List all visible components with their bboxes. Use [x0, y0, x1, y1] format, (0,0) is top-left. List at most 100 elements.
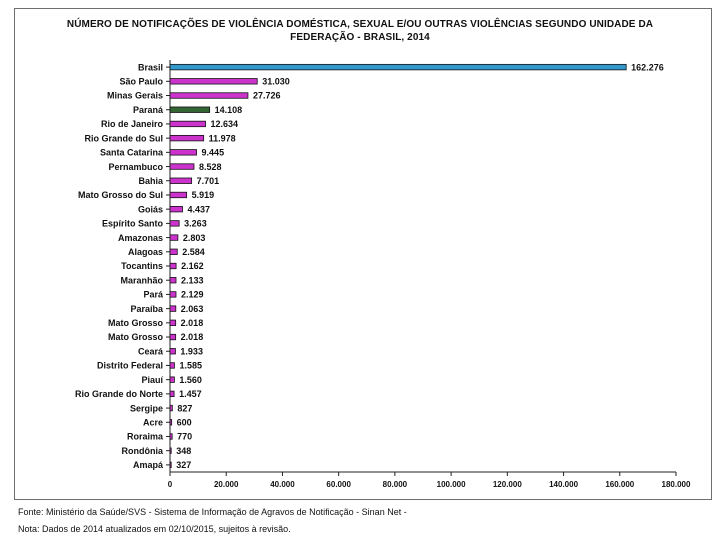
x-tick-label: 180.000 — [662, 480, 691, 489]
value-label: 2.063 — [181, 304, 204, 314]
bar — [169, 248, 178, 255]
value-label: 9.445 — [202, 148, 225, 158]
category-label: Maranhão — [120, 275, 163, 285]
category-label: Alagoas — [128, 247, 163, 257]
value-label: 5.919 — [192, 190, 215, 200]
bar — [169, 120, 206, 128]
category-label: Mato Grosso — [108, 332, 164, 342]
bar — [169, 376, 175, 383]
x-tick-label: 160.000 — [605, 480, 634, 489]
bar — [169, 92, 249, 99]
value-label: 600 — [177, 417, 192, 427]
value-label: 31.030 — [262, 77, 290, 87]
category-label: Espírito Santo — [102, 219, 164, 229]
bar — [169, 63, 627, 71]
bar — [169, 433, 173, 440]
x-tick-label: 40.000 — [270, 480, 295, 489]
category-label: Santa Catarina — [100, 148, 164, 158]
bar — [169, 220, 180, 227]
value-label: 1.560 — [179, 375, 202, 385]
value-label: 327 — [176, 460, 191, 470]
bar — [169, 461, 172, 469]
bar — [169, 390, 175, 398]
value-label: 2.584 — [182, 247, 205, 257]
value-label: 1.457 — [179, 389, 202, 399]
bar — [169, 447, 172, 454]
chart-title-line-2: FEDERAÇÃO - BRASIL, 2014 — [290, 32, 430, 43]
category-label: Piauí — [141, 375, 163, 385]
category-label: Mato Grosso — [108, 318, 164, 328]
bar — [169, 163, 195, 170]
bar — [169, 305, 177, 312]
category-label: Rio de Janeiro — [101, 119, 164, 129]
category-label: Pará — [143, 290, 164, 300]
bar — [169, 149, 197, 156]
x-tick-label: 20.000 — [214, 480, 239, 489]
value-label: 1.585 — [179, 361, 202, 371]
category-label: Paraná — [133, 105, 164, 115]
data-note: Nota: Dados de 2014 atualizados em 02/10… — [18, 524, 291, 534]
category-label: Amazonas — [118, 233, 163, 243]
value-label: 2.018 — [181, 332, 204, 342]
value-label: 4.437 — [187, 204, 210, 214]
x-tick-label: 0 — [168, 480, 173, 489]
value-label: 2.162 — [181, 261, 204, 271]
category-label: Mato Grosso do Sul — [78, 190, 163, 200]
category-label: Distrito Federal — [97, 361, 163, 371]
category-label: Rondônia — [122, 446, 164, 456]
value-label: 2.018 — [181, 318, 204, 328]
value-label: 27.726 — [253, 91, 281, 101]
category-label: Amapá — [133, 460, 164, 470]
bar — [169, 348, 176, 355]
bar — [169, 106, 211, 113]
category-label: Rio Grande do Sul — [84, 133, 163, 143]
category-label: Sergipe — [130, 403, 163, 413]
bar — [169, 191, 188, 199]
bar — [169, 277, 177, 284]
source-note: Fonte: Ministério da Saúde/SVS - Sistema… — [18, 507, 407, 517]
category-label: São Paulo — [119, 77, 163, 87]
value-label: 770 — [177, 432, 192, 442]
category-label: Roraima — [127, 432, 164, 442]
x-tick-label: 120.000 — [493, 480, 522, 489]
category-label: Brasil — [138, 62, 163, 72]
category-label: Rio Grande do Norte — [75, 389, 163, 399]
bar — [169, 291, 177, 298]
category-label: Tocantins — [121, 261, 163, 271]
category-label: Bahia — [138, 176, 164, 186]
value-label: 3.263 — [184, 219, 207, 229]
bar — [169, 234, 179, 241]
category-label: Pernambuco — [108, 162, 163, 172]
x-tick-label: 100.000 — [437, 480, 466, 489]
chart-title-line-1: NÚMERO DE NOTIFICAÇÕES DE VIOLÊNCIA DOMÉ… — [66, 19, 654, 30]
bar — [169, 206, 183, 213]
category-label: Goiás — [138, 204, 163, 214]
bar — [169, 362, 175, 369]
bar — [169, 319, 177, 326]
category-label: Paraíba — [130, 304, 164, 314]
bar — [169, 78, 258, 85]
value-label: 12.634 — [211, 119, 239, 129]
value-label: 2.133 — [181, 275, 204, 285]
value-label: 2.803 — [183, 233, 206, 243]
value-label: 1.933 — [180, 346, 203, 356]
bar — [169, 419, 173, 426]
category-label: Minas Gerais — [107, 91, 163, 101]
category-label: Ceará — [138, 346, 164, 356]
x-tick-label: 140.000 — [549, 480, 578, 489]
bar — [169, 134, 205, 142]
x-tick-label: 60.000 — [326, 480, 351, 489]
bar — [169, 404, 173, 412]
bar — [169, 177, 193, 184]
value-label: 2.129 — [181, 290, 204, 300]
category-label: Acre — [143, 417, 163, 427]
value-label: 7.701 — [197, 176, 220, 186]
value-label: 827 — [177, 403, 192, 413]
value-label: 11.978 — [209, 133, 236, 143]
bar — [169, 262, 177, 270]
value-label: 14.108 — [215, 105, 243, 115]
value-label: 8.528 — [199, 162, 222, 172]
bar — [169, 333, 177, 341]
chart-frame — [14, 8, 712, 500]
